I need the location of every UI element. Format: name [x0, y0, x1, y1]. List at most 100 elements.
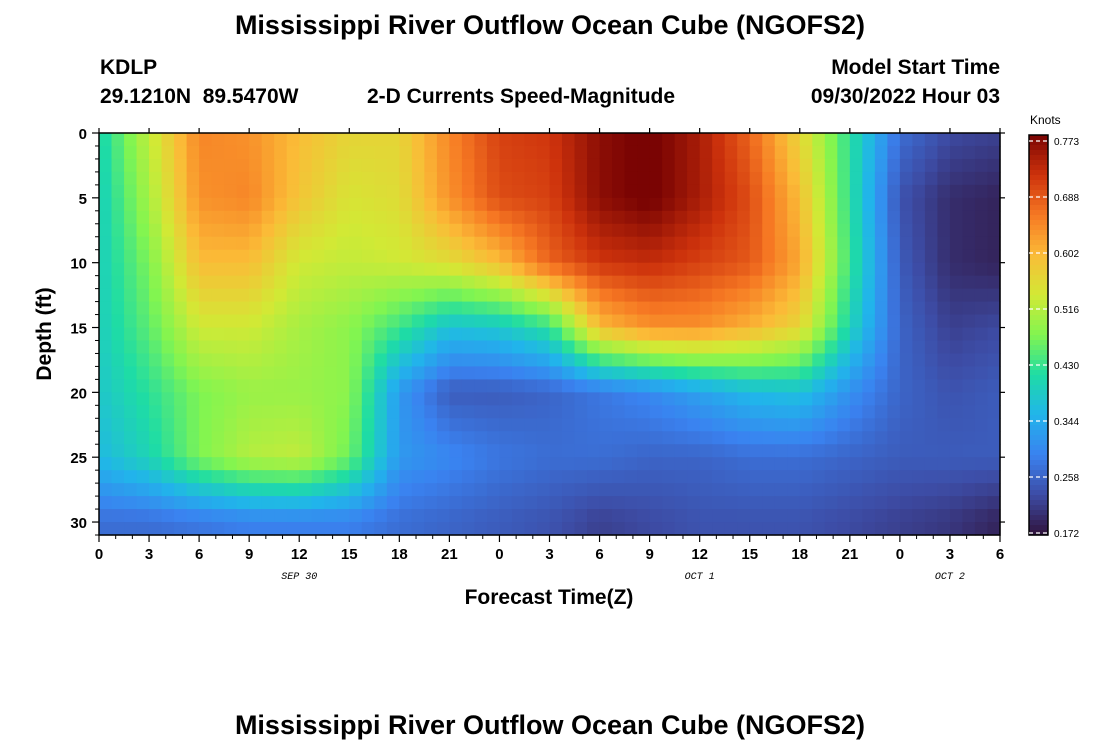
heatmap-cell [837, 483, 851, 497]
heatmap-cell [349, 262, 363, 277]
heatmap-cell [862, 262, 876, 277]
heatmap-cell [699, 184, 713, 199]
heatmap-cell [424, 171, 438, 186]
heatmap-cell [186, 145, 200, 160]
heatmap-cell [236, 184, 250, 199]
heatmap-cell [799, 379, 813, 393]
heatmap-cell [474, 496, 488, 510]
heatmap-cell [211, 509, 225, 523]
heatmap-cell [712, 366, 726, 380]
heatmap-cell [486, 184, 501, 199]
heatmap-cell [949, 249, 964, 264]
heatmap-cell [812, 444, 826, 458]
heatmap-cell [511, 158, 526, 173]
heatmap-cell [837, 145, 851, 160]
heatmap-cell [812, 288, 826, 303]
heatmap-cell [812, 171, 826, 186]
heatmap-cell [599, 418, 613, 432]
heatmap-cell [912, 340, 926, 355]
heatmap-cell [562, 210, 576, 225]
heatmap-cell [274, 223, 288, 238]
heatmap-cell [849, 327, 863, 342]
x-tick-label: 12 [291, 546, 308, 563]
heatmap-cell [624, 522, 638, 536]
heatmap-cell [336, 457, 350, 471]
heatmap-cell [687, 483, 701, 497]
heatmap-cell [299, 444, 313, 458]
heatmap-cell [161, 133, 175, 147]
heatmap-cell [436, 444, 450, 458]
heatmap-cell [937, 457, 951, 471]
colorbar-swatch [1029, 505, 1048, 511]
heatmap-cell [612, 133, 626, 147]
heatmap-cell [486, 301, 501, 316]
heatmap-cell [712, 483, 726, 497]
heatmap-cell [924, 496, 939, 510]
heatmap-cells [99, 133, 1001, 536]
heatmap-cell [749, 301, 763, 316]
heatmap-cell [737, 236, 751, 251]
heatmap-cell [136, 366, 150, 380]
heatmap-cell [687, 275, 701, 290]
heatmap-cell [124, 133, 138, 147]
heatmap-cell [574, 314, 588, 329]
heatmap-cell [236, 327, 250, 342]
heatmap-cell [749, 483, 763, 497]
heatmap-cell [186, 379, 200, 393]
heatmap-cell [399, 366, 413, 380]
heatmap-cell [374, 249, 388, 264]
heatmap-cell [261, 418, 275, 432]
heatmap-cell [436, 431, 450, 445]
heatmap-cell [724, 353, 738, 368]
colorbar-tick-label: 0.172 [1054, 529, 1079, 540]
x-tick-label: 9 [645, 546, 653, 563]
heatmap-cell [186, 158, 200, 173]
heatmap-cell [124, 288, 138, 303]
heatmap-cell [149, 392, 163, 406]
heatmap-cell [186, 171, 200, 186]
heatmap-cell [374, 288, 388, 303]
heatmap-cell [136, 470, 150, 484]
heatmap-cell [887, 470, 901, 484]
heatmap-cell [149, 457, 163, 471]
heatmap-cell [549, 496, 563, 510]
heatmap-cell [574, 392, 588, 406]
heatmap-cell [587, 249, 601, 264]
heatmap-cell [912, 133, 926, 147]
heatmap-cell [874, 366, 888, 380]
heatmap-cell [749, 496, 763, 510]
heatmap-cell [749, 236, 763, 251]
heatmap-cell [536, 301, 551, 316]
heatmap-cell [511, 210, 526, 225]
heatmap-cell [924, 262, 939, 277]
heatmap-cell [99, 171, 113, 186]
heatmap-cell [849, 431, 863, 445]
heatmap-cell [536, 171, 551, 186]
heatmap-cell [649, 366, 663, 380]
heatmap-cell [787, 392, 801, 406]
heatmap-cell [724, 288, 738, 303]
colorbar-swatch [1029, 185, 1048, 191]
heatmap-cell [962, 483, 976, 497]
heatmap-cell [912, 314, 926, 329]
heatmap-cell [612, 522, 626, 536]
heatmap-cell [499, 418, 513, 432]
heatmap-cell [887, 366, 901, 380]
heatmap-cell [436, 496, 450, 510]
heatmap-cell [261, 457, 275, 471]
heatmap-cell [712, 340, 726, 355]
heatmap-cell [637, 418, 651, 432]
heatmap-cell [474, 133, 488, 147]
heatmap-cell [349, 418, 363, 432]
heatmap-cell [224, 457, 238, 471]
heatmap-cell [286, 288, 300, 303]
heatmap-cell [824, 418, 838, 432]
heatmap-cell [974, 210, 989, 225]
heatmap-cell [399, 210, 413, 225]
heatmap-cell [774, 418, 788, 432]
heatmap-cell [511, 275, 526, 290]
heatmap-cell [637, 444, 651, 458]
heatmap-cell [974, 314, 989, 329]
heatmap-cell [336, 314, 350, 329]
heatmap-cell [649, 483, 663, 497]
